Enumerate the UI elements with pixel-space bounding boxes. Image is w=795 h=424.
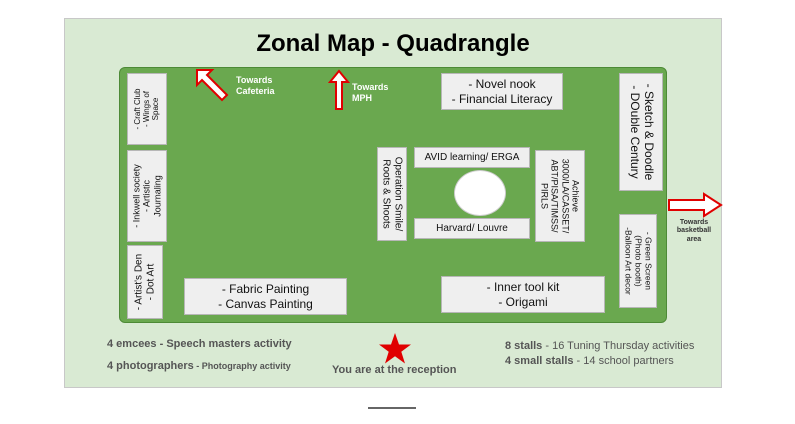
towards-cafeteria-label: Towards Cafeteria [236, 75, 275, 97]
stall-inkwell: - Inkwell society - Artistic Journaling [127, 150, 167, 242]
stall-inner-tool-kit: - Inner tool kit - Origami [441, 276, 605, 313]
stall-harvard-louvre: Harvard/ Louvre [414, 218, 530, 239]
stall-operation-smile-label: Operation Smile/ Roots & Shoots [381, 156, 404, 232]
stall-operation-smile: Operation Smile/ Roots & Shoots [377, 147, 407, 241]
arrow-up-icon [327, 69, 351, 110]
emcees-activity: - Speech masters activity [156, 338, 292, 350]
towards-mph-label: Towards MPH [352, 82, 389, 104]
stall-achieve: Achieve 3000/LA/CASSET/ ABT/PISA/TIMSS/ … [535, 150, 585, 242]
photographers-activity: - Photography activity [193, 361, 291, 371]
arrow-right-icon [668, 192, 723, 218]
stall-artists-den: - Artist's Den - Dot Art [127, 245, 163, 319]
emcees-note: 4 emcees - Speech masters activity [107, 338, 292, 350]
stall-sketch-doodle-label: - Sketch & Doodle - DOuble Century [628, 83, 656, 181]
towards-basketball-label: Towards basketball area [676, 219, 712, 243]
scroll-indicator[interactable] [368, 407, 416, 409]
stall-novel-nook: - Novel nook - Financial Literacy [441, 73, 563, 110]
stalls-count: 8 stalls [505, 340, 543, 352]
small-stalls-note: 4 small stalls - 14 school partners [505, 355, 674, 367]
small-stalls-count: 4 small stalls [505, 355, 574, 367]
stall-sketch-doodle: - Sketch & Doodle - DOuble Century [619, 73, 663, 191]
stall-artists-den-label: - Artist's Den - Dot Art [133, 253, 157, 311]
stall-achieve-label: Achieve 3000/LA/CASSET/ ABT/PISA/TIMSS/ … [539, 158, 581, 234]
photographers-note: 4 photographers - Photography activity [107, 360, 291, 372]
reception-label: You are at the reception [332, 364, 457, 376]
photographers-count: 4 photographers [107, 360, 194, 372]
map-title: Zonal Map - Quadrangle [256, 30, 530, 57]
stall-fabric-painting: - Fabric Painting - Canvas Painting [184, 278, 347, 315]
stall-avid-learning: AVID learning/ ERGA [414, 147, 530, 168]
small-stalls-partners: - 14 school partners [573, 355, 674, 367]
stalls-note: 8 stalls - 16 Tuning Thursday activities [505, 340, 694, 352]
stall-craft-club: - Craft Club - Wings of Space [127, 73, 167, 145]
center-oval [454, 170, 506, 216]
stall-craft-club-label: - Craft Club - Wings of Space [133, 88, 161, 130]
star-icon [379, 333, 411, 364]
emcees-count: 4 emcees [107, 338, 157, 350]
stall-inkwell-label: - Inkwell society - Artistic Journaling [131, 164, 163, 228]
arrow-up-left-icon [196, 69, 229, 102]
stall-green-screen: - Green Screen (Photo booth) -Balloon Ar… [619, 214, 657, 308]
stall-green-screen-label: - Green Screen (Photo booth) -Balloon Ar… [624, 227, 654, 295]
stalls-activities: - 16 Tuning Thursday activities [542, 340, 695, 352]
